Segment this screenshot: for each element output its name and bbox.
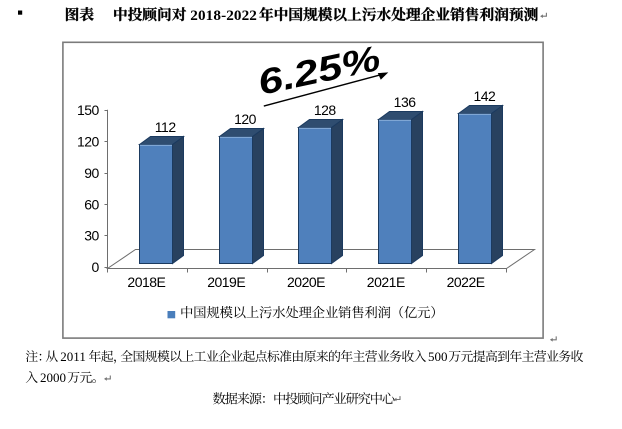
svg-text:2000: 2000 [40,370,66,385]
svg-text:2021E: 2021E [367,274,405,290]
svg-text:90: 90 [84,165,99,181]
svg-text:136: 136 [394,94,417,110]
svg-text:128: 128 [314,102,337,118]
svg-text:2020E: 2020E [287,274,325,290]
svg-text:150: 150 [77,102,100,118]
svg-text:2011: 2011 [60,349,86,364]
svg-text:2019E: 2019E [207,274,245,290]
svg-text:500: 500 [428,349,448,364]
svg-text:30: 30 [84,228,99,244]
svg-text:60: 60 [84,196,99,212]
svg-text:2022E: 2022E [447,274,485,290]
svg-text:2018-2022: 2018-2022 [190,7,257,24]
svg-text:120: 120 [77,134,100,150]
svg-text:0: 0 [92,259,100,275]
svg-text:2018E: 2018E [127,274,165,290]
svg-text:120: 120 [234,111,257,127]
svg-text:112: 112 [155,119,177,135]
svg-text:142: 142 [473,88,496,104]
